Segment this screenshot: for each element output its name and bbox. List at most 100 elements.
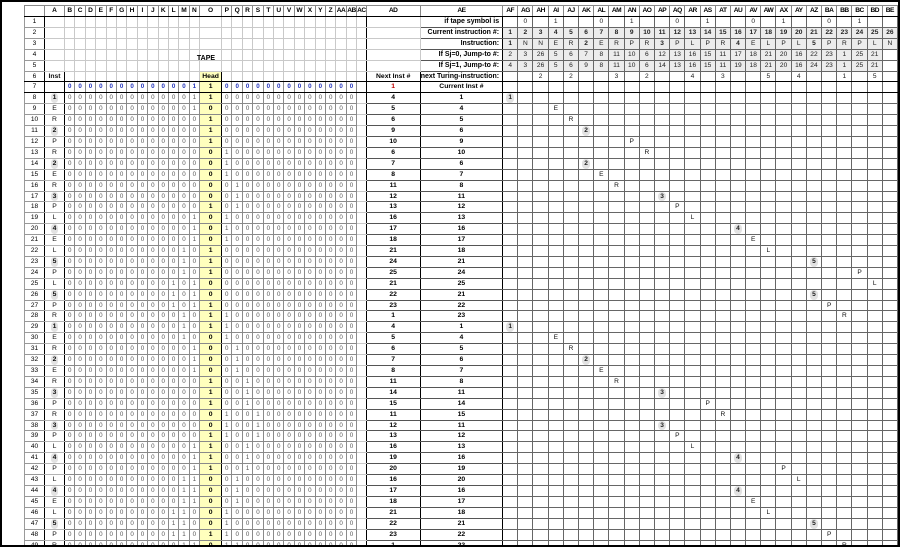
instruction-table-cell[interactable]: 16: [790, 48, 807, 61]
trace-cell[interactable]: [547, 146, 564, 159]
trace-cell[interactable]: [623, 332, 640, 345]
instruction-table-cell[interactable]: 11: [653, 26, 671, 39]
trace-cell[interactable]: [517, 463, 534, 476]
trace-cell[interactable]: [593, 506, 610, 519]
trace-cell[interactable]: [729, 419, 747, 432]
tape-bit-cell[interactable]: 0: [63, 168, 76, 181]
tape-bit-cell[interactable]: 0: [115, 517, 128, 530]
tape-bit-cell[interactable]: 1: [241, 441, 254, 454]
trace-cell[interactable]: [623, 146, 640, 159]
empty-cell[interactable]: [199, 37, 223, 50]
trace-cell[interactable]: [623, 474, 640, 486]
tape-bit-cell[interactable]: 0: [231, 463, 243, 476]
trace-cell[interactable]: [760, 146, 777, 159]
tape-bit-cell[interactable]: 0: [262, 125, 275, 137]
trace-cell[interactable]: [547, 255, 564, 268]
tape-bit-cell[interactable]: 0: [335, 343, 347, 356]
tape-bit-cell[interactable]: 0: [105, 365, 117, 377]
tape-bit-cell[interactable]: 0: [283, 528, 295, 541]
trace-cell[interactable]: [593, 452, 610, 465]
tape-bit-cell[interactable]: 0: [283, 506, 295, 519]
empty-cell[interactable]: [105, 16, 117, 28]
tape-bit-cell[interactable]: 0: [283, 288, 295, 301]
tape-bit-cell[interactable]: 0: [74, 168, 86, 181]
tape-bit-cell[interactable]: 0: [157, 419, 169, 432]
trace-cell[interactable]: [684, 365, 701, 377]
instruction-table-cell[interactable]: 1: [836, 59, 853, 72]
tape-bit-cell[interactable]: 0: [345, 375, 358, 388]
tape-bit-cell[interactable]: 0: [241, 430, 254, 443]
trace-cell[interactable]: [790, 452, 807, 465]
instruction-table-cell[interactable]: 3: [517, 59, 534, 72]
inst-cell[interactable]: 1: [44, 321, 65, 334]
tape-bit-cell[interactable]: 0: [74, 190, 86, 203]
row-number[interactable]: 29: [24, 321, 45, 334]
tape-bit-cell[interactable]: 0: [324, 528, 337, 541]
trace-cell[interactable]: [866, 92, 883, 105]
trace-cell[interactable]: [532, 223, 549, 236]
empty-cell[interactable]: [345, 26, 358, 39]
tape-bit-cell[interactable]: 0: [335, 92, 347, 105]
trace-cell[interactable]: [638, 81, 655, 94]
trace-cell[interactable]: [684, 539, 701, 545]
trace-cell[interactable]: [502, 234, 519, 247]
column-header-az[interactable]: AZ: [805, 5, 823, 17]
row-number[interactable]: 23: [24, 255, 45, 268]
instruction-table-cell[interactable]: 7: [578, 48, 595, 61]
empty-cell[interactable]: [147, 59, 159, 72]
trace-cell[interactable]: [578, 463, 595, 476]
head-bit-cell[interactable]: 0: [199, 419, 223, 432]
tape-bit-cell[interactable]: 0: [74, 277, 86, 290]
tape-bit-cell[interactable]: 0: [167, 430, 180, 443]
instruction-table-cell[interactable]: [578, 16, 595, 28]
trace-cell[interactable]: [760, 277, 777, 290]
tape-bit-cell[interactable]: 0: [231, 157, 243, 170]
trace-cell[interactable]: [517, 168, 534, 181]
tape-bit-cell[interactable]: 0: [262, 212, 275, 225]
tape-bit-cell[interactable]: 0: [157, 463, 169, 476]
trace-cell[interactable]: [653, 234, 671, 247]
tape-bit-cell[interactable]: 0: [283, 365, 295, 377]
instruction-table-cell[interactable]: 26: [532, 48, 549, 61]
inst-cell[interactable]: R: [44, 179, 65, 192]
instruction-table-cell[interactable]: 4: [684, 70, 701, 83]
tape-bit-cell[interactable]: 0: [241, 201, 254, 214]
trace-cell[interactable]: [517, 103, 534, 116]
trace-cell[interactable]: [699, 81, 716, 94]
trace-cell[interactable]: P: [775, 463, 792, 476]
trace-cell[interactable]: [623, 397, 640, 410]
trace-cell[interactable]: [517, 408, 534, 421]
trace-cell[interactable]: [532, 397, 549, 410]
empty-cell[interactable]: [356, 441, 367, 454]
tape-bit-cell[interactable]: 1: [188, 234, 201, 247]
trace-cell[interactable]: [562, 419, 580, 432]
trace-cell[interactable]: [623, 430, 640, 443]
trace-cell[interactable]: [623, 245, 640, 257]
tape-bit-cell[interactable]: 0: [147, 201, 159, 214]
tape-bit-cell[interactable]: 0: [178, 179, 190, 192]
inst-cell[interactable]: R: [44, 146, 65, 159]
tape-bit-cell[interactable]: 0: [136, 386, 149, 399]
tape-bit-cell[interactable]: 0: [167, 419, 180, 432]
trace-cell[interactable]: [623, 506, 640, 519]
tape-bit-cell[interactable]: 0: [345, 397, 358, 410]
tape-bit-cell[interactable]: 0: [105, 114, 117, 127]
empty-cell[interactable]: [262, 48, 275, 61]
instruction-table-cell[interactable]: [775, 70, 792, 83]
trace-cell[interactable]: [669, 310, 686, 323]
trace-cell[interactable]: [578, 168, 595, 181]
tape-bit-cell[interactable]: 0: [252, 212, 264, 225]
trace-cell[interactable]: [578, 223, 595, 236]
next-inst-cell[interactable]: 23: [365, 528, 421, 541]
trace-cell[interactable]: [881, 484, 898, 497]
trace-cell[interactable]: [881, 190, 898, 203]
trace-cell[interactable]: [562, 506, 580, 519]
trace-cell[interactable]: [638, 474, 655, 486]
tape-bit-cell[interactable]: 0: [115, 146, 128, 159]
tape-bit-cell[interactable]: 0: [178, 288, 190, 301]
tape-bit-cell[interactable]: 0: [136, 506, 149, 519]
trace-cell[interactable]: [714, 266, 731, 279]
trace-cell[interactable]: [729, 277, 747, 290]
row-number[interactable]: 45: [24, 495, 45, 508]
empty-cell[interactable]: [126, 48, 138, 61]
